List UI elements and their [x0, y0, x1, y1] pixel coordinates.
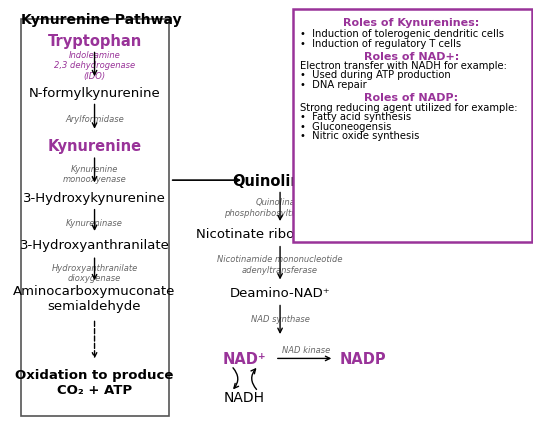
- Text: NAD kinase: NAD kinase: [282, 346, 330, 354]
- Text: •  DNA repair: • DNA repair: [300, 80, 366, 90]
- Text: Electron transfer with NADH for example:: Electron transfer with NADH for example:: [300, 61, 507, 71]
- Text: Roles of NAD+:: Roles of NAD+:: [364, 52, 459, 61]
- Text: NAD⁺: NAD⁺: [222, 351, 266, 366]
- Text: Strong reducing agent utilized for example:: Strong reducing agent utilized for examp…: [300, 102, 517, 112]
- Text: Roles of NADP:: Roles of NADP:: [364, 93, 459, 103]
- Text: Indoleamine
2,3 dehydrogenase
(IDO): Indoleamine 2,3 dehydrogenase (IDO): [54, 51, 135, 81]
- Bar: [293, 10, 532, 243]
- Text: Oxidation to produce
CO₂ + ATP: Oxidation to produce CO₂ + ATP: [16, 368, 173, 396]
- Text: NAD synthase: NAD synthase: [251, 314, 310, 323]
- Text: •  Gluconeogensis: • Gluconeogensis: [300, 121, 391, 131]
- Text: 3-Hydroxyanthranilate: 3-Hydroxyanthranilate: [19, 239, 170, 252]
- Text: NADH: NADH: [224, 390, 265, 404]
- Text: Arylformidase: Arylformidase: [65, 115, 124, 124]
- Text: •  Induction of regulatory T cells: • Induction of regulatory T cells: [300, 39, 461, 49]
- Text: Aminocarboxymuconate
semialdehyde: Aminocarboxymuconate semialdehyde: [13, 285, 176, 313]
- Bar: [21, 20, 169, 416]
- Text: Kynurenine: Kynurenine: [47, 139, 142, 154]
- Text: Quinolinate
phosphoribosyltransferase: Quinolinate phosphoribosyltransferase: [224, 198, 336, 218]
- Text: •  Fatty acid synthesis: • Fatty acid synthesis: [300, 112, 411, 122]
- Text: 3-Hydroxykynurenine: 3-Hydroxykynurenine: [23, 191, 166, 204]
- Text: •  Induction of tolerogenic dendritic cells: • Induction of tolerogenic dendritic cel…: [300, 29, 504, 39]
- Text: Nicotinamide mononucleotide
adenyltransferase: Nicotinamide mononucleotide adenyltransf…: [217, 255, 343, 274]
- Text: Roles of Kynurenines:: Roles of Kynurenines:: [344, 18, 480, 28]
- Text: Kynurenine Pathway: Kynurenine Pathway: [21, 13, 182, 27]
- Text: Deamino-NAD⁺: Deamino-NAD⁺: [230, 286, 330, 299]
- Text: •  Nitric oxide synthesis: • Nitric oxide synthesis: [300, 131, 419, 141]
- Text: Quinolinate: Quinolinate: [232, 174, 328, 189]
- Text: Kynurenine
monooxyenase: Kynurenine monooxyenase: [63, 164, 126, 184]
- Text: N-formylkynurenine: N-formylkynurenine: [29, 86, 161, 99]
- Text: Kynureninase: Kynureninase: [66, 218, 123, 227]
- Text: •  Used during ATP production: • Used during ATP production: [300, 70, 450, 80]
- Text: Hydroxyanthranilate
dioxygenase: Hydroxyanthranilate dioxygenase: [51, 263, 138, 283]
- Text: NADP: NADP: [339, 351, 386, 366]
- Text: Tryptophan: Tryptophan: [47, 34, 142, 49]
- Text: Nicotinate ribonucleotide: Nicotinate ribonucleotide: [196, 228, 364, 241]
